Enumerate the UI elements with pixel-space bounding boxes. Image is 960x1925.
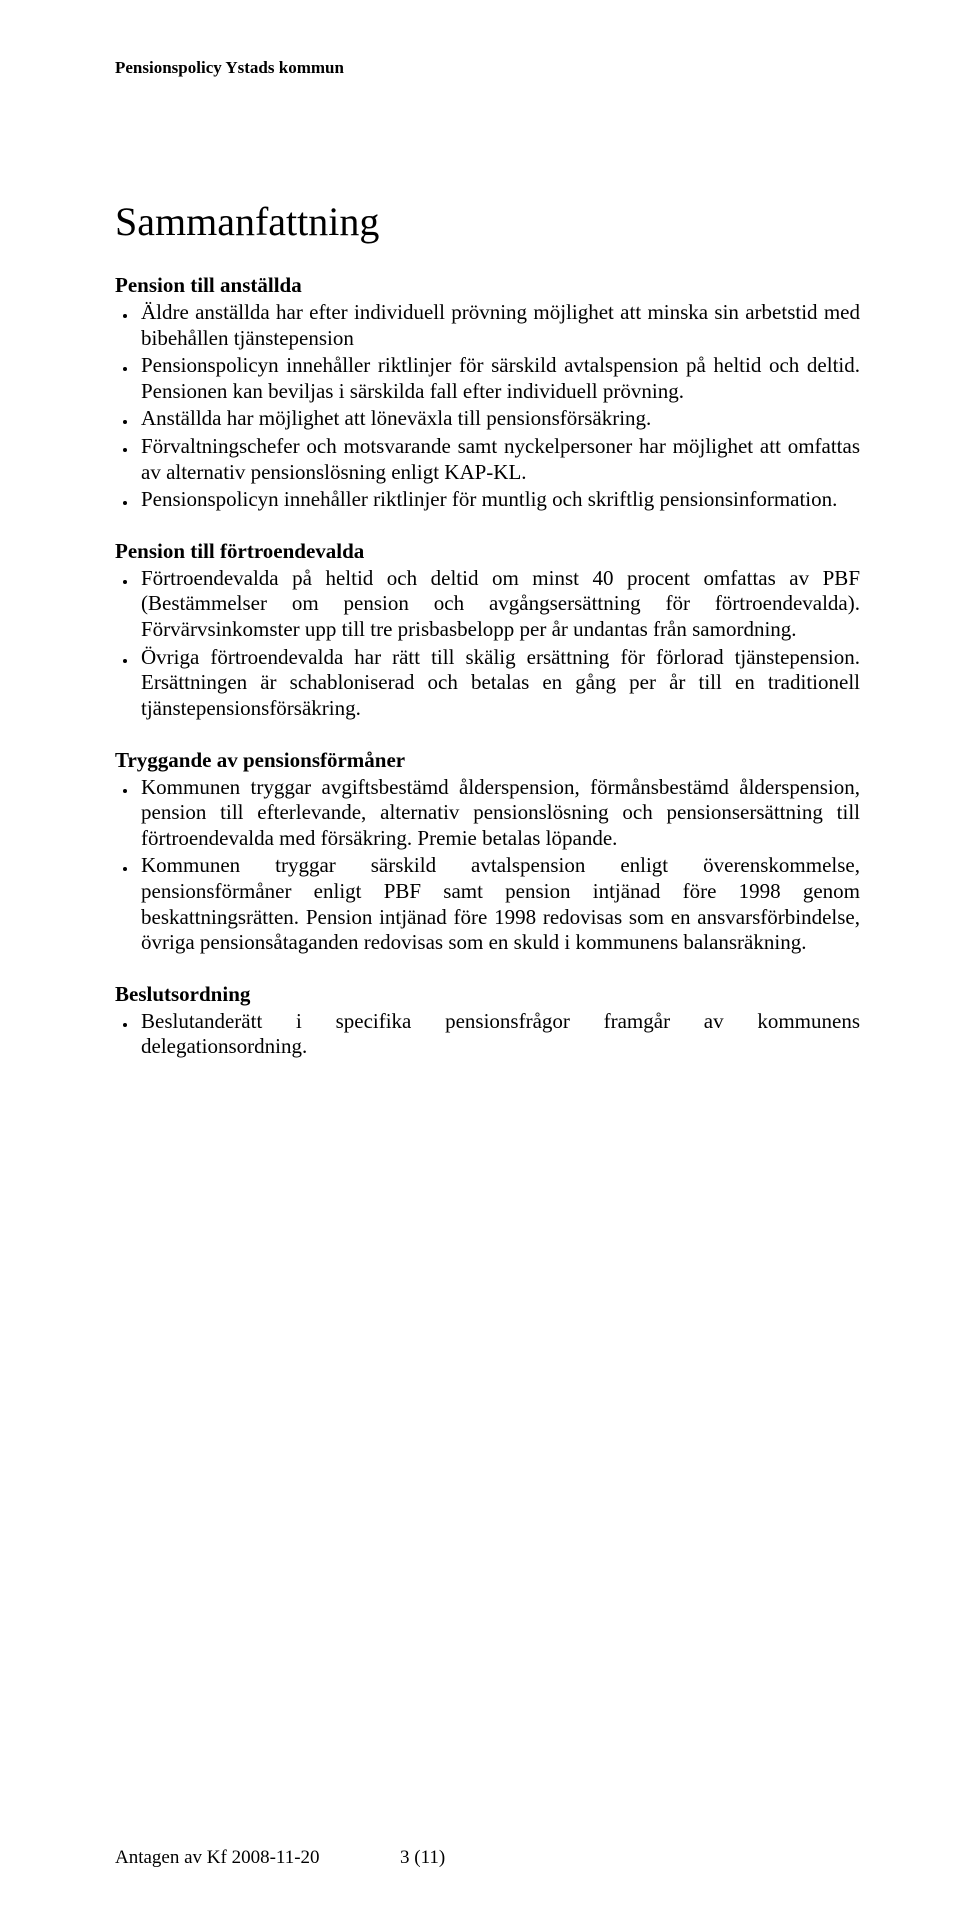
- bullet-list: Äldre anställda har efter individuell pr…: [115, 300, 860, 513]
- section-heading: Beslutsordning: [115, 982, 860, 1007]
- bullet-list: Förtroendevalda på heltid och deltid om …: [115, 566, 860, 722]
- section-heading: Tryggande av pensionsförmåner: [115, 748, 860, 773]
- list-item: Äldre anställda har efter individuell pr…: [137, 300, 860, 351]
- section-heading: Pension till anställda: [115, 273, 860, 298]
- list-item: Kommunen tryggar särskild avtalspension …: [137, 853, 860, 955]
- list-item: Förvaltningschefer och motsvarande samt …: [137, 434, 860, 485]
- footer-adopted: Antagen av Kf 2008-11-20: [115, 1847, 320, 1869]
- document-page: Pensionspolicy Ystads kommun Sammanfattn…: [0, 0, 960, 1925]
- list-item: Anställda har möjlighet att löneväxla ti…: [137, 406, 860, 432]
- footer-page-number: 3 (11): [400, 1847, 445, 1869]
- list-item: Kommunen tryggar avgiftsbestämd ålderspe…: [137, 775, 860, 852]
- page-title: Sammanfattning: [115, 198, 860, 245]
- bullet-list: Kommunen tryggar avgiftsbestämd ålderspe…: [115, 775, 860, 956]
- running-header: Pensionspolicy Ystads kommun: [115, 58, 860, 78]
- list-item: Övriga förtroendevalda har rätt till skä…: [137, 645, 860, 722]
- section-heading: Pension till förtroendevalda: [115, 539, 860, 564]
- list-item: Pensionspolicyn innehåller riktlinjer fö…: [137, 487, 860, 513]
- list-item: Beslutanderätt i specifika pensionsfrågo…: [137, 1009, 860, 1060]
- bullet-list: Beslutanderätt i specifika pensionsfrågo…: [115, 1009, 860, 1060]
- list-item: Förtroendevalda på heltid och deltid om …: [137, 566, 860, 643]
- list-item: Pensionspolicyn innehåller riktlinjer fö…: [137, 353, 860, 404]
